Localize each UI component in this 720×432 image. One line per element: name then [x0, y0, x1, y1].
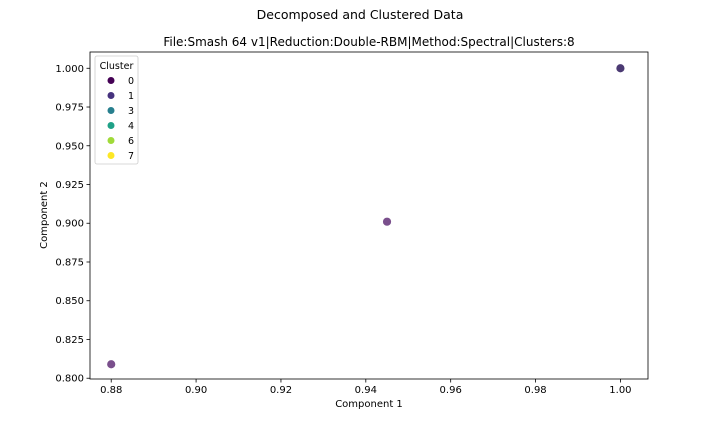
y-tick-label: 0.975	[55, 103, 84, 114]
legend: Cluster 0 1 3 4 6 7	[94, 55, 139, 165]
y-tick-label: 0.825	[55, 335, 84, 346]
chart-title: File:Smash 64 v1|Reduction:Double-RBM|Me…	[163, 35, 574, 49]
legend-label: 6	[128, 136, 134, 147]
plot-area	[89, 51, 649, 380]
legend-label: 0	[128, 76, 134, 87]
y-tick-label: 0.875	[55, 257, 84, 268]
scatter-point	[615, 63, 626, 74]
y-tick-label: 0.950	[55, 141, 84, 152]
legend-label: 1	[128, 91, 134, 102]
data-points	[106, 63, 626, 370]
x-tick-label: 1.00	[609, 385, 631, 396]
legend-label: 7	[128, 151, 134, 162]
y-tick-label: 0.850	[55, 296, 84, 307]
legend-entries: 0 1 3 4 6 7	[107, 76, 134, 162]
legend-marker	[107, 107, 115, 114]
x-tick-label: 0.98	[524, 385, 546, 396]
legend-marker	[107, 152, 115, 159]
legend-box	[94, 55, 139, 165]
x-tick-label: 0.88	[100, 385, 122, 396]
legend-marker	[107, 77, 115, 84]
figure-suptitle: Decomposed and Clustered Data	[257, 7, 464, 22]
legend-title: Cluster	[100, 61, 134, 72]
x-tick-label: 0.94	[355, 385, 377, 396]
scatter-point	[382, 216, 392, 227]
scatter-point	[106, 359, 117, 370]
y-tick-label: 0.900	[55, 219, 84, 230]
y-tick-label: 0.925	[55, 180, 84, 191]
legend-label: 3	[128, 106, 134, 117]
x-tick-label: 0.92	[270, 385, 292, 396]
legend-marker	[107, 92, 115, 99]
legend-label: 4	[128, 121, 134, 132]
x-tick-label: 0.96	[440, 385, 462, 396]
y-tick-label: 1.000	[55, 64, 84, 75]
y-axis-label: Component 2	[39, 181, 50, 249]
y-tick-label: 0.800	[55, 374, 84, 385]
axis-ticks: 0.88 0.90 0.92 0.94 0.96 0.98 1.00 0.800 0.825 0.…	[55, 64, 631, 396]
x-tick-label: 0.90	[185, 385, 207, 396]
x-axis-label: Component 1	[335, 399, 403, 410]
legend-marker	[107, 137, 115, 144]
legend-marker	[107, 122, 115, 129]
